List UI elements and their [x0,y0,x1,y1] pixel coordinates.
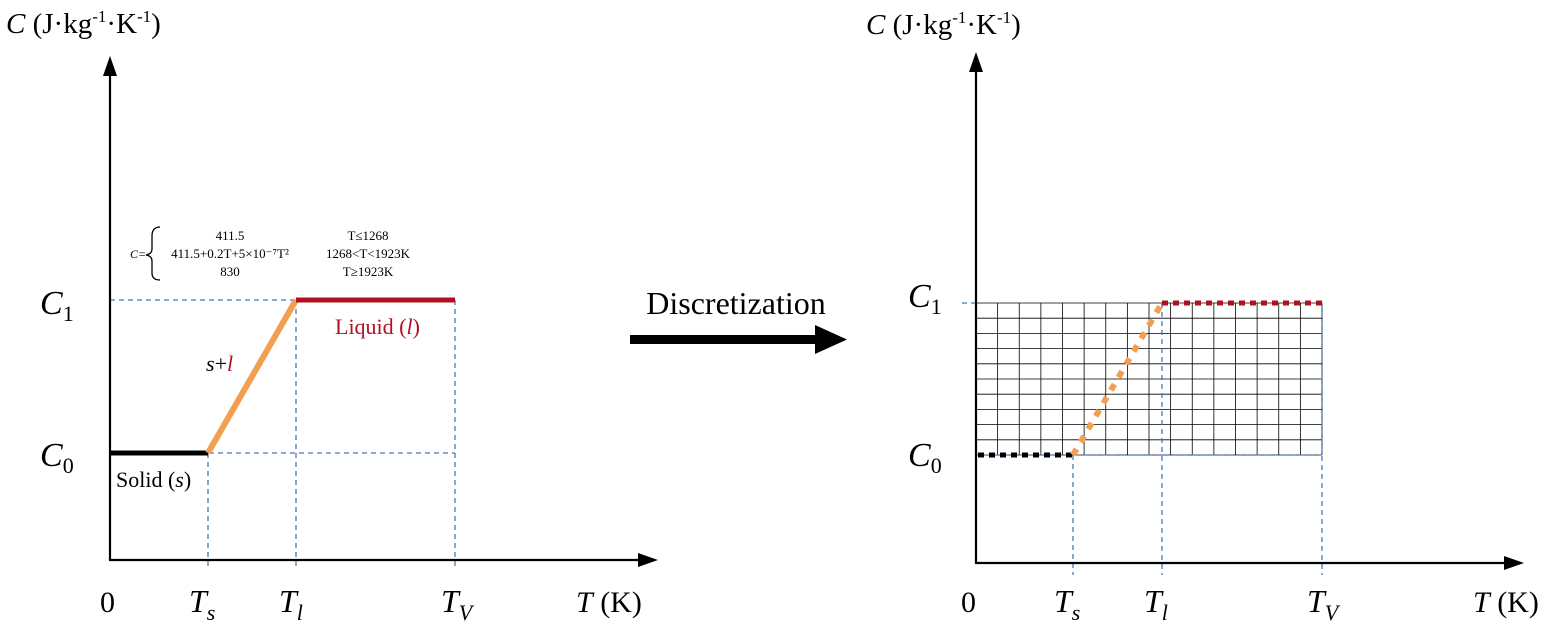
right-y-arrow [969,52,983,72]
right-origin-label: 0 [961,586,976,619]
solid-label: Solid (s) [116,467,191,492]
capacity-equation: C= 411.5 411.5+0.2T+5×10⁻⁷T² 830 T≤1268 … [130,226,411,281]
right-x-arrow [1504,556,1524,570]
equation-row-1-cond: T≤1268 [347,228,388,243]
right-guides [962,302,1323,575]
equation-row-3-expr: 830 [220,264,240,279]
equation-row-2-expr: 411.5+0.2T+5×10⁻⁷T² [171,246,289,261]
discretization-transition: Discretization [630,285,847,354]
left-origin-label: 0 [100,586,115,619]
left-c1-label: C1 [40,285,74,326]
discretization-arrow-head [815,325,847,354]
left-x-arrow [638,553,658,567]
mushy-segment [205,298,299,455]
mushy-label: s+l [206,351,233,376]
right-y-axis-label: C (J·kg-1·K-1) [866,8,1021,41]
right-c0-label: C0 [908,437,942,478]
discretization-label: Discretization [646,285,825,321]
equation-brace [145,226,161,281]
right-ts-label: Ts [1054,583,1080,625]
left-guides [110,299,456,570]
liquid-label: Liquid (l) [335,314,420,339]
equation-row-2-cond: 1268<T<1923K [326,246,411,261]
right-tl-label: Tl [1144,583,1168,625]
discretization-grid [975,302,1323,456]
equation-row-3-cond: T≥1923K [343,264,394,279]
left-c0-label: C0 [40,437,74,478]
right-tv-label: TV [1307,583,1341,625]
right-panel: C (J·kg-1·K-1) T (K) C1 C0 0 Ts Tl TV [866,8,1539,625]
discretization-arrow-shaft [630,335,820,344]
equation-row-1-expr: 411.5 [216,228,245,243]
left-y-arrow [103,56,117,76]
left-tv-label: TV [441,583,475,625]
left-y-axis-label: C (J·kg-1·K-1) [6,7,161,40]
left-ts-label: Ts [189,583,215,625]
right-x-axis-label: T (K) [1473,586,1539,619]
left-panel: C (J·kg-1·K-1) T (K) C1 C0 0 Ts Tl TV So… [6,7,658,625]
equation-lhs: C= [130,247,146,261]
left-x-axis-label: T (K) [576,586,642,619]
left-tl-label: Tl [279,583,303,625]
right-c1-label: C1 [908,278,942,319]
